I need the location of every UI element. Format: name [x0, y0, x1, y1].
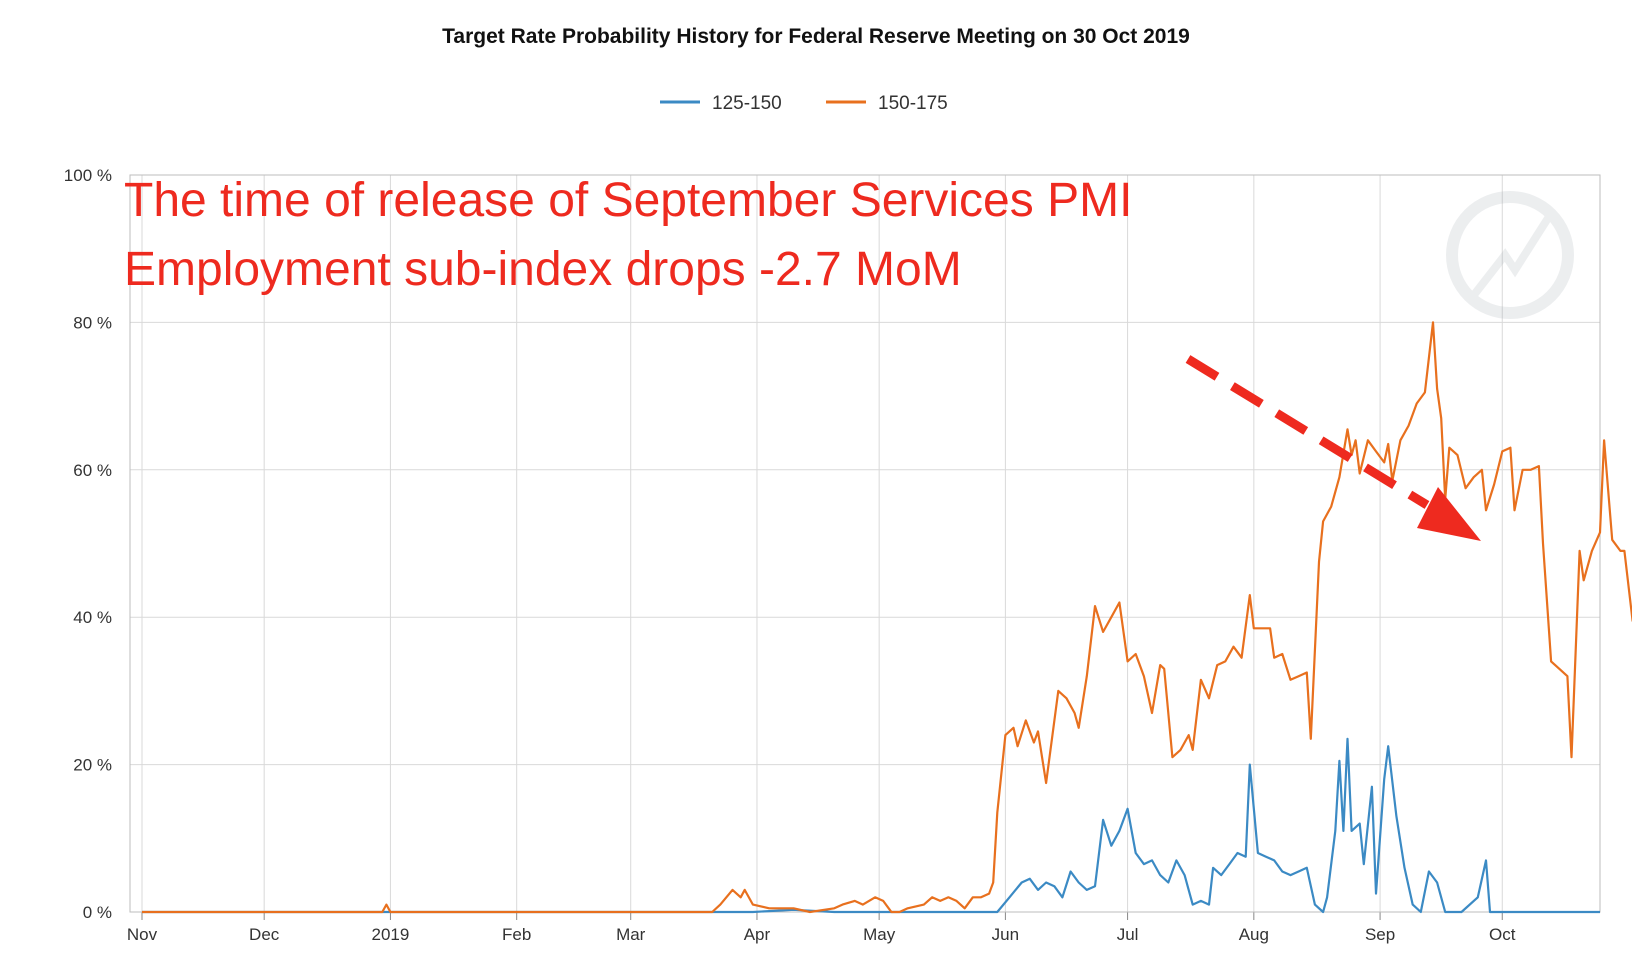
- series-layer: [142, 321, 1632, 914]
- x-tick-label: Apr: [744, 925, 771, 944]
- x-tick-label: Jul: [1117, 925, 1139, 944]
- y-tick-label: 100 %: [64, 166, 112, 185]
- x-tick-label: 2019: [372, 925, 410, 944]
- annotation-line-1: The time of release of September Service…: [124, 174, 1132, 227]
- x-tick-label: Jun: [992, 925, 1019, 944]
- y-tick-label: 60 %: [73, 461, 112, 480]
- x-tick-label: Mar: [616, 925, 646, 944]
- grid: [130, 174, 1600, 912]
- annotation-arrow: [1185, 355, 1481, 541]
- x-tick-label: Oct: [1489, 925, 1516, 944]
- series-line-150-175: [142, 321, 1632, 914]
- legend-label-150-175: 150-175: [878, 93, 948, 114]
- chart-title: Target Rate Probability History for Fede…: [442, 25, 1190, 48]
- y-tick-label: 40 %: [73, 608, 112, 627]
- x-tick-label: Sep: [1365, 925, 1395, 944]
- x-tick-label: Dec: [249, 925, 280, 944]
- x-tick-label: May: [863, 925, 896, 944]
- annotation-arrow-head: [1417, 487, 1481, 541]
- annotation-line-2: Employment sub-index drops -2.7 MoM: [124, 243, 962, 296]
- annotation-arrow-shaft: [1185, 355, 1430, 509]
- y-axis: 0 % 20 % 40 % 60 % 80 % 100 %: [64, 166, 112, 922]
- series-line-125-150: [142, 737, 1600, 914]
- y-tick-label: 0 %: [83, 903, 112, 922]
- legend-label-125-150: 125-150: [712, 93, 782, 114]
- x-tick-label: Feb: [502, 925, 531, 944]
- x-tick-label: Nov: [127, 925, 158, 944]
- legend: 125-150 150-175: [660, 93, 948, 114]
- y-tick-label: 80 %: [73, 313, 112, 332]
- y-tick-label: 20 %: [73, 756, 112, 775]
- watermark-logo: [1446, 191, 1574, 319]
- x-tick-label: Aug: [1239, 925, 1269, 944]
- x-axis: Nov Dec 2019 Feb Mar Apr May Jun Jul Aug Sep Oct: [127, 911, 1600, 944]
